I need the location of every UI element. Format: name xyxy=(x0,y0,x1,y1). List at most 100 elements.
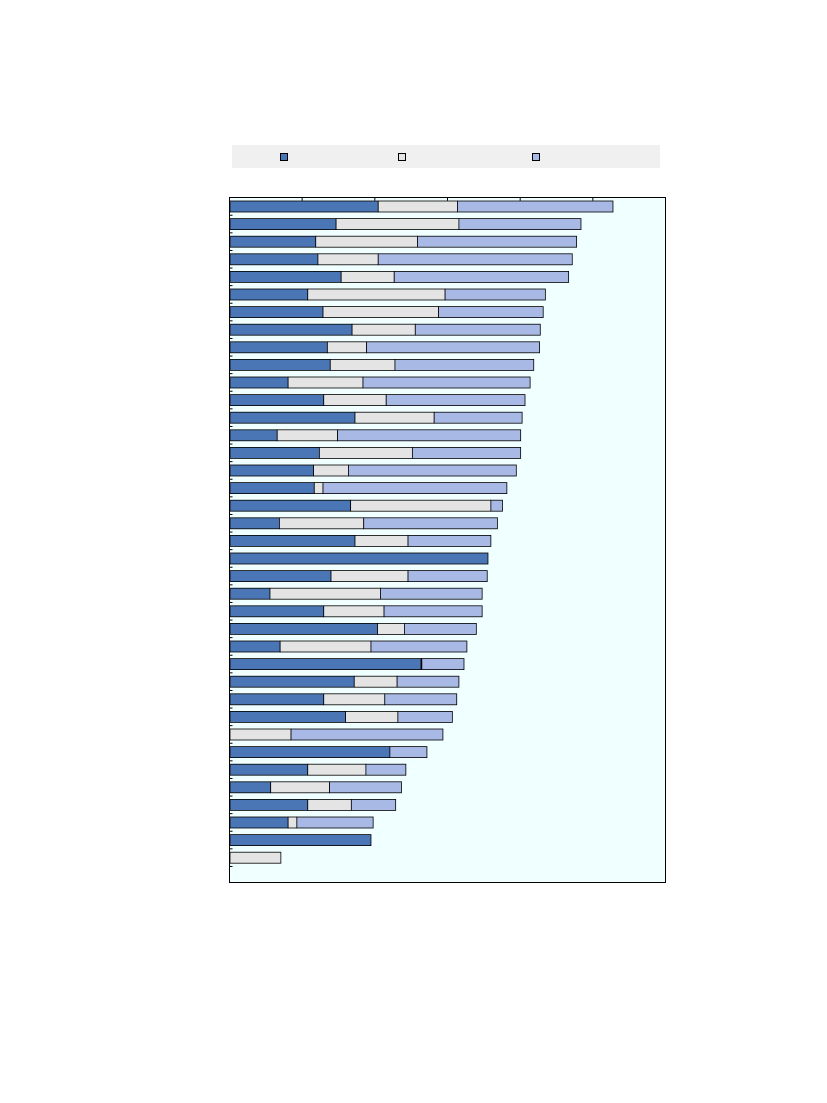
bar-segment-row-2-series-3 xyxy=(458,218,582,231)
bar-segment-row-36-series-3 xyxy=(296,816,374,829)
bar-segment-row-15-series-2 xyxy=(318,446,413,459)
bar-segment-row-1-series-1 xyxy=(229,200,379,213)
bar-segment-row-16-series-1 xyxy=(229,464,314,477)
bar-segment-row-15-series-1 xyxy=(229,446,320,459)
bar-segment-row-5-series-2 xyxy=(340,270,395,283)
bar-segment-row-9-series-2 xyxy=(326,341,368,354)
bar-segment-row-17-series-1 xyxy=(229,482,315,495)
bar-segment-row-23-series-1 xyxy=(229,587,271,600)
bar-segment-row-19-series-2 xyxy=(279,517,365,530)
bar-segment-row-15-series-3 xyxy=(411,446,522,459)
bar-segment-row-7-series-3 xyxy=(438,306,544,319)
bar-segment-row-29-series-3 xyxy=(384,693,458,706)
bar-segment-row-20-series-3 xyxy=(407,535,492,547)
bar-segment-row-28-series-3 xyxy=(396,675,460,688)
bar-segment-row-18-series-1 xyxy=(229,499,352,512)
bar-segment-row-10-series-2 xyxy=(329,358,396,371)
bar-segment-row-11-series-2 xyxy=(287,376,364,389)
bar-segment-row-14-series-2 xyxy=(276,429,338,442)
bar-segment-row-18-series-3 xyxy=(490,499,503,512)
bar-segment-row-10-series-3 xyxy=(394,358,535,371)
bar-segment-row-14-series-1 xyxy=(229,429,278,442)
bar-segment-row-33-series-3 xyxy=(365,763,407,776)
bar-segment-row-6-series-1 xyxy=(229,288,309,301)
bar-segment-row-34-series-1 xyxy=(229,781,272,794)
bar-segment-row-17-series-2 xyxy=(313,482,324,495)
bar-segment-row-28-series-2 xyxy=(353,675,398,688)
bar-segment-row-37-series-1 xyxy=(229,834,372,846)
bar-segment-row-22-series-1 xyxy=(229,570,332,582)
bar-segment-row-21-series-1 xyxy=(229,552,489,565)
bar-segment-row-24-series-2 xyxy=(323,605,385,618)
legend xyxy=(232,145,660,168)
bar-segment-row-33-series-1 xyxy=(229,763,309,776)
bar-segment-row-7-series-1 xyxy=(229,306,324,319)
bar-segment-row-12-series-2 xyxy=(323,394,387,407)
bar-segment-row-38-series-2 xyxy=(229,851,282,864)
bar-segment-row-3-series-3 xyxy=(417,235,578,248)
bar-segment-row-5-series-1 xyxy=(229,270,342,283)
bar-segment-row-25-series-3 xyxy=(403,623,477,635)
bar-segment-row-20-series-2 xyxy=(354,535,409,547)
bar-segment-row-24-series-1 xyxy=(229,605,325,618)
bar-segment-row-29-series-2 xyxy=(323,693,386,706)
bar-segment-row-20-series-1 xyxy=(229,535,356,547)
bar-segment-row-36-series-1 xyxy=(229,816,289,829)
bar-segment-row-16-series-2 xyxy=(313,464,349,477)
bar-segment-row-1-series-2 xyxy=(377,200,458,213)
bar-segment-row-35-series-3 xyxy=(350,799,397,811)
bar-segment-row-13-series-2 xyxy=(354,411,435,424)
bar-segment-row-18-series-2 xyxy=(350,499,492,512)
bar-segment-row-8-series-1 xyxy=(229,323,353,336)
bar-segment-row-30-series-1 xyxy=(229,711,346,723)
bar-segment-row-34-series-3 xyxy=(329,781,402,794)
bar-segment-row-27-series-1 xyxy=(229,658,422,670)
bar-segment-row-26-series-1 xyxy=(229,640,281,653)
bar-segment-row-12-series-1 xyxy=(229,394,325,407)
bar-segment-row-27-series-3 xyxy=(421,658,465,670)
bar-segment-row-6-series-3 xyxy=(444,288,546,301)
bar-segment-row-6-series-2 xyxy=(307,288,446,301)
bar-segment-row-1-series-3 xyxy=(457,200,614,213)
bar-segment-row-32-series-3 xyxy=(389,746,428,758)
bar-segment-row-28-series-1 xyxy=(229,675,355,688)
bar-segment-row-32-series-1 xyxy=(229,746,391,758)
bar-segment-row-12-series-3 xyxy=(385,394,526,407)
bar-segment-row-7-series-2 xyxy=(322,306,439,319)
bar-segment-row-2-series-1 xyxy=(229,218,337,231)
bar-segment-row-31-series-3 xyxy=(290,728,444,741)
bar-segment-row-11-series-3 xyxy=(362,376,531,389)
bar-segment-row-23-series-2 xyxy=(269,587,381,600)
bar-segment-row-8-series-2 xyxy=(351,323,416,336)
bar-segment-row-34-series-2 xyxy=(270,781,330,794)
bar-segment-row-17-series-3 xyxy=(322,482,508,495)
bar-segment-row-2-series-2 xyxy=(335,218,460,231)
bar-segment-row-8-series-3 xyxy=(414,323,541,336)
bar-segment-row-33-series-2 xyxy=(307,763,367,776)
legend-swatch-series-2 xyxy=(398,153,406,161)
bar-segment-row-35-series-1 xyxy=(229,799,309,811)
legend-swatch-series-3 xyxy=(532,153,540,161)
bar-segment-row-30-series-2 xyxy=(345,711,399,723)
legend-swatch-series-1 xyxy=(280,153,288,161)
bar-segment-row-24-series-3 xyxy=(383,605,483,618)
bar-segment-row-16-series-3 xyxy=(348,464,517,477)
bar-segment-row-23-series-3 xyxy=(380,587,483,600)
bar-segment-row-4-series-1 xyxy=(229,253,319,266)
bar-segment-row-22-series-2 xyxy=(330,570,409,582)
bar-segment-row-3-series-1 xyxy=(229,235,317,248)
bar-segment-row-26-series-2 xyxy=(279,640,372,653)
bar-segment-row-9-series-1 xyxy=(229,341,328,354)
bar-segment-row-35-series-2 xyxy=(307,799,352,811)
bar-segment-row-10-series-1 xyxy=(229,358,331,371)
bar-segment-row-25-series-1 xyxy=(229,623,378,635)
bar-segment-row-11-series-1 xyxy=(229,376,289,389)
bar-segment-row-13-series-1 xyxy=(229,411,356,424)
bar-segment-row-31-series-2 xyxy=(229,728,292,741)
bar-segment-row-36-series-2 xyxy=(287,816,298,829)
bar-segment-row-14-series-3 xyxy=(337,429,522,442)
bar-segment-row-22-series-3 xyxy=(407,570,488,582)
bar-segment-row-4-series-3 xyxy=(377,253,573,266)
bar-segment-row-13-series-3 xyxy=(433,411,523,424)
